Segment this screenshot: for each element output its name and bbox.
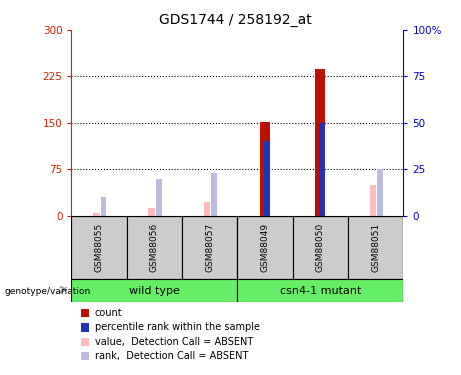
Bar (127, 216, 182, 279)
Bar (370, 185, 376, 216)
Bar (71, 279, 237, 302)
Bar (182, 216, 237, 279)
Bar (93, 213, 100, 216)
Text: GSM88051: GSM88051 (371, 223, 380, 272)
Text: GSM88055: GSM88055 (95, 223, 104, 272)
Bar (315, 69, 325, 216)
Bar (71, 216, 127, 279)
Bar (293, 216, 348, 279)
Bar (148, 208, 155, 216)
Text: wild type: wild type (129, 286, 180, 296)
Text: genotype/variation: genotype/variation (5, 287, 91, 296)
Text: GSM88057: GSM88057 (205, 223, 214, 272)
Bar (260, 122, 270, 216)
Text: GSM88056: GSM88056 (150, 223, 159, 272)
Text: GDS1744 / 258192_at: GDS1744 / 258192_at (159, 13, 312, 27)
Bar (378, 169, 383, 216)
Text: csn4-1 mutant: csn4-1 mutant (280, 286, 361, 296)
Bar (348, 216, 403, 279)
Bar (101, 197, 106, 216)
Bar (237, 279, 403, 302)
Text: percentile rank within the sample: percentile rank within the sample (95, 322, 260, 332)
Bar (319, 123, 325, 216)
Bar (264, 141, 270, 216)
Bar (212, 173, 217, 216)
Text: count: count (95, 308, 122, 318)
Text: value,  Detection Call = ABSENT: value, Detection Call = ABSENT (95, 337, 253, 346)
Text: GSM88050: GSM88050 (316, 223, 325, 272)
Bar (156, 178, 162, 216)
Text: GSM88049: GSM88049 (260, 223, 270, 272)
Bar (237, 216, 293, 279)
Bar (204, 202, 210, 216)
Text: rank,  Detection Call = ABSENT: rank, Detection Call = ABSENT (95, 351, 248, 361)
